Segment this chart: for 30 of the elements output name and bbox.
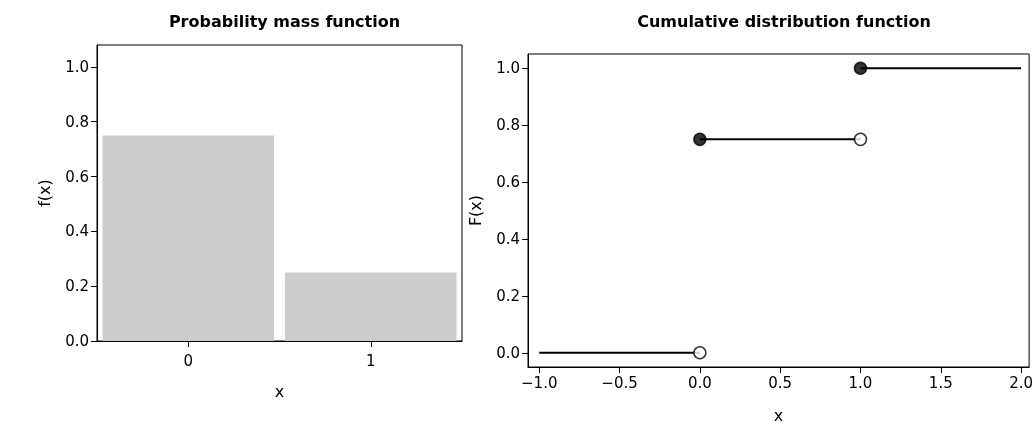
chart-title: Probability mass function [168, 11, 401, 31]
y-axis-title: f(x) [34, 179, 54, 207]
point [693, 132, 707, 147]
y-tick-label: 0.4 [65, 222, 89, 241]
chart-title: Cumulative distribution function [637, 11, 931, 31]
point [853, 132, 868, 147]
y-tick-label: 1.0 [496, 59, 520, 78]
x-tick-label: 1.5 [928, 373, 953, 392]
y-tick-label: 0.8 [65, 112, 89, 131]
y-tick-label: 0.4 [496, 229, 520, 248]
x-tick-label: −0.5 [601, 373, 638, 392]
y-tick-label: 0.0 [65, 332, 89, 350]
y-tick-label: 0.8 [496, 116, 520, 135]
point [693, 346, 707, 360]
y-axis-title: F(x) [465, 194, 485, 227]
x-axis-title: x [773, 405, 784, 425]
y-tick-label: 0.6 [496, 173, 520, 192]
y-tick-label: 0.6 [65, 167, 89, 186]
x-tick-label: 0.5 [768, 373, 793, 392]
x-tick-label: −1.0 [521, 373, 558, 392]
y-tick-label: 0.2 [496, 286, 520, 305]
x-axis-title: x [274, 381, 285, 401]
x-tick-label: 1.0 [848, 373, 873, 392]
point [853, 61, 868, 75]
y-tick-label: 1.0 [65, 57, 89, 76]
x-tick-label: 2.0 [1009, 373, 1033, 392]
y-tick-label: 0.2 [65, 277, 89, 296]
x-tick-label: 0 [183, 351, 194, 370]
x-tick-label: 1 [365, 351, 376, 370]
x-tick-label: 0.0 [687, 373, 712, 392]
